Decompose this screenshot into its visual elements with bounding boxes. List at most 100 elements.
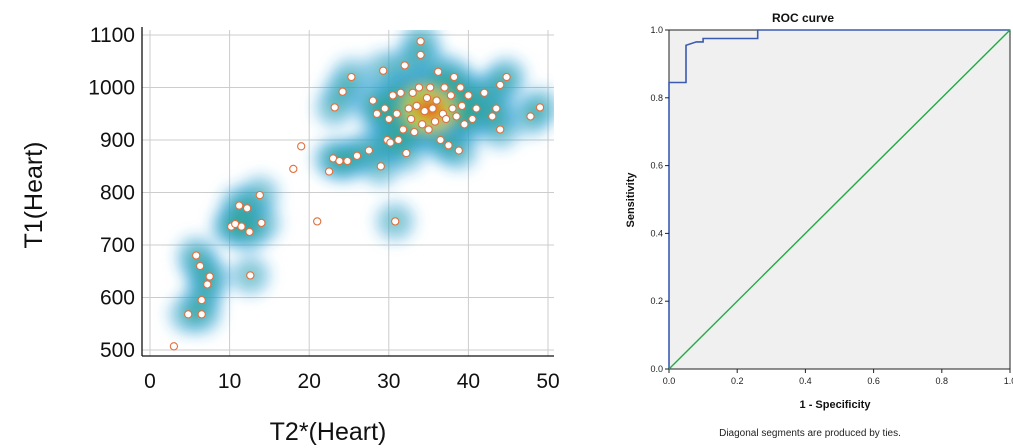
scatter-points [169, 37, 545, 351]
scatter-point [535, 103, 545, 112]
scatter-point [297, 142, 306, 151]
scatter-point [404, 104, 413, 113]
scatter-point [448, 104, 457, 113]
scatter-point [197, 295, 206, 305]
scatter-point [392, 109, 401, 118]
scatter-point [386, 138, 395, 147]
scatter-point [192, 251, 201, 260]
scatter-point [444, 141, 453, 150]
scatter-point [255, 190, 264, 200]
roc-x-tick-label: 0.0 [663, 376, 676, 386]
scatter-x-tick-label: 20 [298, 370, 321, 393]
scatter-point [424, 125, 433, 134]
scatter-point [449, 72, 459, 82]
scatter-point [313, 217, 322, 226]
scatter-point [246, 271, 255, 280]
scatter-point [452, 112, 461, 121]
scatter-point [446, 91, 456, 100]
scatter-point [436, 135, 445, 145]
roc-y-ticks: 0.0 0.2 0.4 0.6 0.8 1.0 [650, 25, 669, 374]
scatter-point [343, 156, 352, 166]
scatter-y-tick-label: 600 [100, 287, 135, 310]
scatter-y-tick-label: 500 [100, 339, 135, 362]
scatter-point [457, 101, 467, 111]
scatter-point [480, 88, 489, 97]
scatter-point [416, 37, 425, 46]
scatter-x-tick-label: 10 [218, 370, 241, 393]
scatter-point [426, 83, 435, 92]
reference-diagonal-line [668, 29, 1011, 370]
scatter-point [454, 146, 463, 155]
scatter-point [257, 218, 266, 228]
scatter-point [242, 204, 252, 213]
scatter-point [430, 117, 440, 126]
scatter-point [289, 164, 298, 174]
scatter-point [184, 310, 193, 319]
scatter-point [428, 104, 437, 113]
scatter-point [169, 342, 179, 351]
scatter-x-tick-label: 40 [457, 370, 480, 393]
scatter-y-tick-label: 1100 [90, 24, 135, 47]
scatter-point [492, 104, 501, 113]
roc-footnote: Diagonal segments are produced by ties. [719, 428, 901, 439]
scatter-point [468, 114, 477, 124]
roc-x-axis-label: 1 - Specificity [800, 399, 872, 411]
density-overlay [168, 30, 554, 335]
scatter-point [472, 104, 481, 113]
scatter-x-tick-label: 30 [377, 370, 400, 393]
scatter-point [380, 104, 389, 113]
scatter-axes [141, 27, 554, 357]
scatter-y-tick-label: 700 [100, 234, 135, 257]
scatter-point [364, 146, 374, 155]
scatter-point [203, 280, 212, 289]
scatter-point [338, 87, 347, 96]
scatter-y-axis-label: T1(Heart) [20, 142, 48, 249]
scatter-point [396, 88, 405, 97]
scatter-point [414, 83, 424, 92]
roc-x-tick-label: 0.6 [867, 376, 880, 386]
scatter-y-tick-label: 1000 [88, 77, 135, 100]
scatter-point [324, 167, 334, 176]
scatter-point [384, 114, 393, 124]
scatter-point [502, 72, 511, 82]
scatter-point [388, 91, 397, 100]
scatter-point [418, 120, 427, 129]
scatter-point [456, 83, 465, 92]
scatter-point [402, 148, 411, 158]
roc-x-tick-label: 0.4 [799, 376, 812, 386]
scatter-point [372, 109, 382, 118]
scatter-point [335, 156, 344, 166]
scatter-point [441, 114, 451, 124]
scatter-point [406, 114, 416, 124]
scatter-x-ticks: 0 10 20 30 40 50 [144, 370, 560, 393]
scatter-grid [142, 30, 554, 356]
roc-x-ticks: 0.0 0.2 0.4 0.6 0.8 1.0 [663, 369, 1013, 386]
scatter-y-ticks: 500 600 700 800 900 1000 1100 [88, 24, 135, 362]
roc-x-tick-label: 0.8 [936, 376, 949, 386]
roc-y-axis-label: Sensitivity [625, 172, 637, 228]
scatter-point [400, 61, 409, 70]
roc-y-tick-label: 0.8 [650, 93, 663, 103]
roc-y-tick-label: 0.2 [650, 296, 663, 306]
scatter-point [460, 120, 469, 129]
scatter-point [434, 67, 443, 76]
scatter-point [410, 127, 419, 137]
scatter-point [432, 96, 441, 105]
scatter-point [496, 80, 505, 90]
scatter-point [205, 272, 214, 281]
scatter-y-tick-label: 800 [100, 182, 135, 205]
roc-x-tick-label: 1.0 [1004, 376, 1013, 386]
scatter-point [440, 83, 449, 92]
roc-y-tick-label: 0.0 [650, 364, 663, 374]
scatter-x-tick-label: 50 [536, 370, 559, 393]
scatter-point [330, 103, 339, 112]
scatter-point [235, 201, 244, 210]
scatter-x-axis-label: T2*(Heart) [270, 418, 387, 446]
scatter-point [197, 310, 206, 319]
scatter-point [245, 227, 254, 237]
scatter-point [420, 106, 429, 116]
scatter-point [347, 72, 356, 82]
roc-y-tick-label: 1.0 [650, 25, 663, 35]
scatter-point [368, 96, 378, 105]
scatter-point [416, 50, 425, 60]
